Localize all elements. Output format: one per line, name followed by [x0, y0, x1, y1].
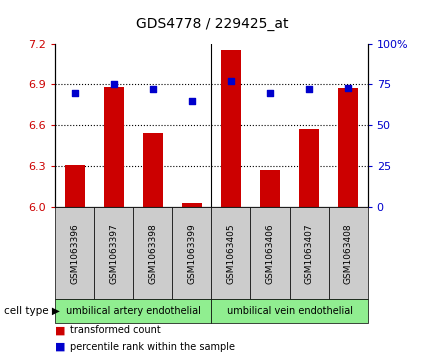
Text: umbilical artery endothelial: umbilical artery endothelial	[66, 306, 201, 316]
Text: GSM1063398: GSM1063398	[148, 223, 157, 284]
Text: GSM1063397: GSM1063397	[109, 223, 118, 284]
Point	[110, 81, 117, 87]
Text: ■: ■	[55, 325, 66, 335]
Text: umbilical vein endothelial: umbilical vein endothelial	[227, 306, 352, 316]
Bar	[260, 170, 280, 207]
Point	[306, 86, 312, 92]
Text: GSM1063396: GSM1063396	[70, 223, 79, 284]
Text: GSM1063399: GSM1063399	[187, 223, 196, 284]
Text: GSM1063408: GSM1063408	[343, 223, 353, 284]
Bar	[221, 50, 241, 207]
Point	[71, 90, 78, 95]
Text: GSM1063405: GSM1063405	[227, 223, 235, 284]
Bar	[65, 165, 85, 207]
Text: ■: ■	[55, 342, 66, 352]
Point	[189, 98, 196, 103]
Bar	[143, 134, 163, 207]
Point	[345, 85, 351, 90]
Point	[150, 86, 156, 92]
Bar	[338, 89, 358, 207]
Text: cell type ▶: cell type ▶	[4, 306, 60, 316]
Text: GSM1063406: GSM1063406	[266, 223, 275, 284]
Point	[227, 78, 234, 84]
Text: GDS4778 / 229425_at: GDS4778 / 229425_at	[136, 17, 289, 30]
Text: GSM1063407: GSM1063407	[305, 223, 314, 284]
Bar	[299, 129, 319, 207]
Text: transformed count: transformed count	[70, 325, 161, 335]
Bar	[182, 203, 202, 207]
Text: percentile rank within the sample: percentile rank within the sample	[70, 342, 235, 352]
Bar	[104, 87, 124, 207]
Point	[266, 90, 273, 95]
